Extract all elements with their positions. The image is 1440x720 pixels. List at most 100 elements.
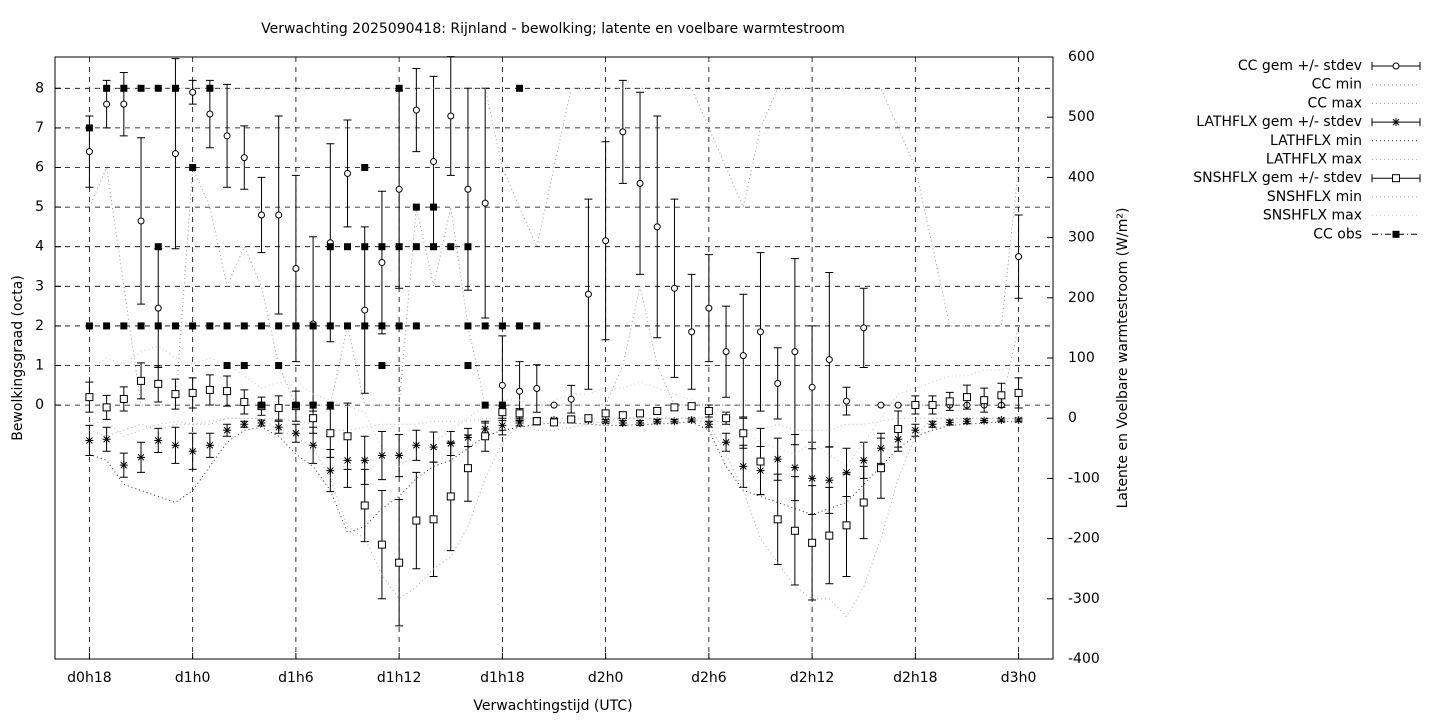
y2-tick-label: 400 <box>1068 169 1095 185</box>
data-point <box>292 322 300 330</box>
data-point <box>498 381 506 389</box>
data-point <box>739 429 748 438</box>
legend-marker <box>1392 118 1400 127</box>
data-point <box>515 409 524 418</box>
y2-axis-label: Latente en Voelbare warmtestroom (W/m²) <box>1115 208 1131 509</box>
data-point <box>395 451 404 460</box>
data-point <box>980 396 989 405</box>
data-point <box>240 362 248 370</box>
data-point <box>120 322 128 330</box>
data-point <box>377 451 386 460</box>
data-point <box>85 124 93 132</box>
legend-label: SNSHFLX max <box>1263 208 1362 224</box>
data-point <box>223 426 232 435</box>
y2-tick-label: -400 <box>1068 651 1100 667</box>
data-point <box>498 408 507 417</box>
data-point <box>808 474 817 483</box>
x-tick-label: d1h12 <box>377 670 421 686</box>
data-point <box>412 441 421 450</box>
data-point <box>498 421 507 430</box>
legend-label: CC gem +/- stdev <box>1238 58 1362 74</box>
data-point <box>636 409 645 418</box>
data-point <box>326 429 335 438</box>
data-point <box>516 322 524 330</box>
data-point <box>825 356 833 364</box>
data-point <box>344 243 352 251</box>
legend-label: SNSHFLX min <box>1267 189 1362 205</box>
y2-tick-label: 0 <box>1068 410 1077 426</box>
data-point <box>601 409 610 418</box>
data-point <box>825 531 834 540</box>
data-point <box>275 211 283 219</box>
data-point <box>447 112 455 120</box>
data-point <box>670 403 679 412</box>
data-point <box>498 322 506 330</box>
data-point <box>206 84 214 92</box>
data-point <box>154 322 162 330</box>
data-point <box>619 128 627 136</box>
data-point <box>636 179 644 187</box>
data-point <box>412 516 421 525</box>
data-point <box>774 379 782 387</box>
legend-label: CC min <box>1312 77 1362 93</box>
x-tick-label: d1h18 <box>480 670 524 686</box>
data-point <box>344 322 352 330</box>
data-point <box>928 400 937 409</box>
data-point <box>154 379 163 388</box>
data-point <box>636 419 645 428</box>
data-point <box>688 328 696 336</box>
legend-marker <box>1392 62 1400 70</box>
data-point <box>928 420 937 429</box>
data-point <box>825 476 834 485</box>
data-point <box>378 259 386 267</box>
data-point <box>756 457 765 466</box>
data-point <box>274 423 283 432</box>
data-point <box>429 515 438 524</box>
x-tick-label: d2h6 <box>691 670 727 686</box>
data-point <box>704 406 713 415</box>
data-point <box>722 348 730 356</box>
data-point <box>705 304 713 312</box>
data-point <box>240 420 249 429</box>
data-point <box>481 322 489 330</box>
data-point <box>361 243 369 251</box>
data-point <box>859 498 868 507</box>
legend-caps <box>1371 62 1421 70</box>
data-point <box>739 462 748 471</box>
data-point <box>808 383 816 391</box>
data-point <box>103 322 111 330</box>
data-point <box>274 403 283 412</box>
data-point <box>154 243 162 251</box>
data-point <box>584 290 592 298</box>
data-point <box>533 322 541 330</box>
data-point <box>119 394 128 403</box>
data-point <box>670 284 678 292</box>
legend-label: LATHFLX min <box>1270 133 1362 149</box>
range-line <box>89 345 1019 468</box>
data-point <box>790 526 799 535</box>
data-point <box>446 492 455 501</box>
legend-marker <box>1392 174 1400 183</box>
plot-border <box>54 56 1054 660</box>
data-point <box>756 328 764 336</box>
y-tick-label: 2 <box>35 318 44 334</box>
data-point <box>843 397 851 405</box>
data-point <box>395 322 403 330</box>
data-point <box>842 468 851 477</box>
data-point <box>653 417 662 426</box>
data-point <box>137 376 146 385</box>
data-point <box>860 324 868 332</box>
data-point <box>154 84 162 92</box>
data-point <box>412 243 420 251</box>
x-tick-label: d1h6 <box>278 670 314 686</box>
data-point <box>430 243 438 251</box>
data-point <box>240 154 248 162</box>
legend-caps <box>1371 174 1421 183</box>
y2-tick-label: 600 <box>1068 49 1095 65</box>
data-point <box>739 352 747 360</box>
data-point <box>257 401 265 409</box>
data-point <box>567 395 575 403</box>
data-point <box>945 397 954 406</box>
data-point <box>154 436 163 445</box>
